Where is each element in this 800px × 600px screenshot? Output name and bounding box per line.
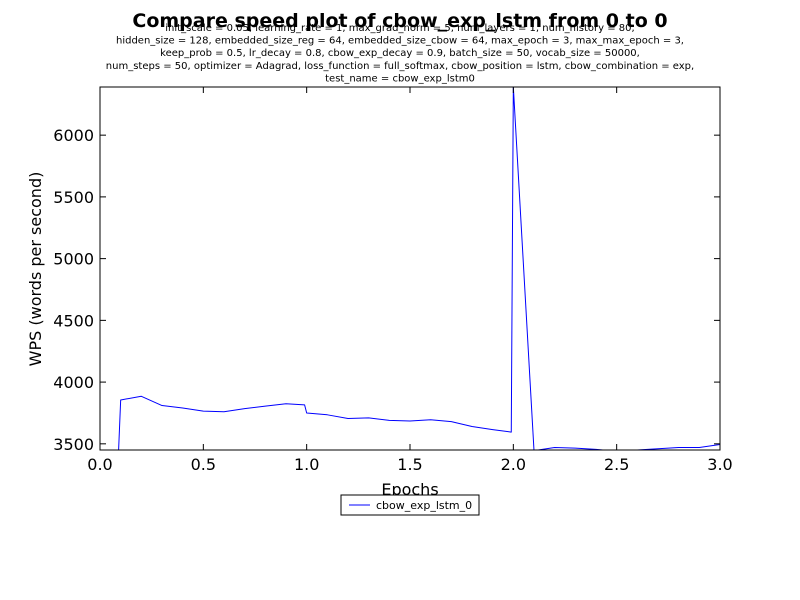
chart-title: Compare speed plot of cbow_exp_lstm from… bbox=[132, 10, 667, 32]
legend-label: cbow_exp_lstm_0 bbox=[376, 499, 472, 512]
x-tick-label: 2.0 bbox=[501, 455, 526, 474]
subtitle-line: init_scale = 0.05, learning_rate = 1, ma… bbox=[165, 23, 634, 34]
series-area bbox=[118, 87, 720, 450]
x-tick-label: 0.5 bbox=[191, 455, 216, 474]
chart-subtitle: init_scale = 0.05, learning_rate = 1, ma… bbox=[106, 23, 694, 84]
plot-frame bbox=[99, 86, 721, 451]
x-tick-label: 0.0 bbox=[87, 455, 112, 474]
y-axis-ticks: 3500 4000 4500 5000 5500 6000 bbox=[53, 126, 720, 454]
y-tick-label: 3500 bbox=[53, 435, 94, 454]
y-tick-label: 5000 bbox=[53, 250, 94, 269]
legend: cbow_exp_lstm_0 bbox=[340, 494, 480, 516]
x-axis-label: Epochs bbox=[381, 480, 438, 499]
subtitle-line: num_steps = 50, optimizer = Adagrad, los… bbox=[106, 61, 694, 72]
y-tick-label: 5500 bbox=[53, 188, 94, 207]
legend-box bbox=[340, 494, 480, 516]
x-tick-label: 3.0 bbox=[707, 455, 732, 474]
x-tick-label: 1.5 bbox=[397, 455, 422, 474]
series-line-cbow_exp_lstm_0 bbox=[118, 87, 720, 450]
x-tick-label: 1.0 bbox=[294, 455, 319, 474]
x-axis-ticks: 0.0 0.5 1.0 1.5 2.0 2.5 3.0 bbox=[87, 87, 733, 474]
y-tick-label: 4500 bbox=[53, 311, 94, 330]
x-tick-label: 2.5 bbox=[604, 455, 629, 474]
y-tick-label: 6000 bbox=[53, 126, 94, 145]
subtitle-line: hidden_size = 128, embedded_size_reg = 6… bbox=[116, 36, 684, 47]
subtitle-line: keep_prob = 0.5, lr_decay = 0.8, cbow_ex… bbox=[160, 48, 640, 59]
y-tick-label: 4000 bbox=[53, 373, 94, 392]
subtitle-line: test_name = cbow_exp_lstm0 bbox=[325, 73, 475, 84]
y-axis-label: WPS (words per second) bbox=[26, 172, 45, 367]
